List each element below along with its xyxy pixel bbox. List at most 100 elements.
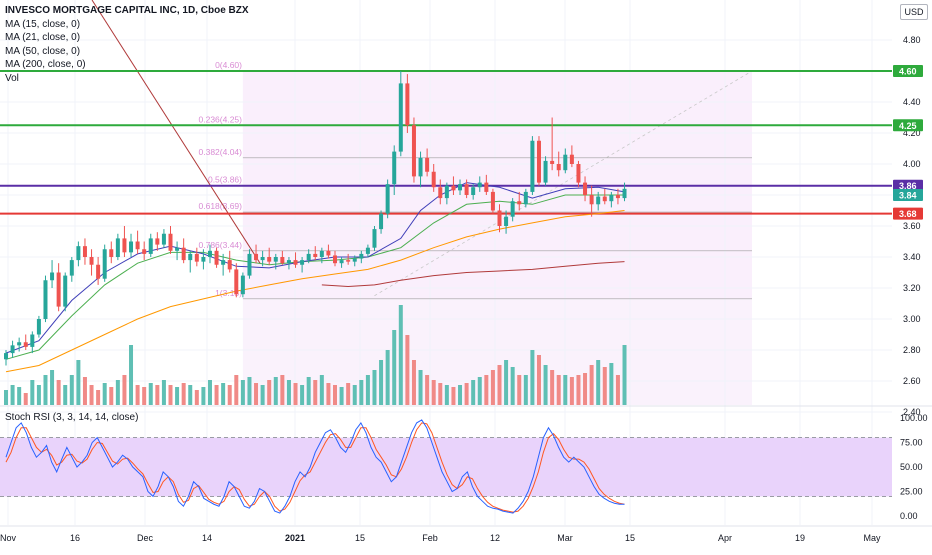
candle-body bbox=[497, 210, 502, 226]
candle-body bbox=[392, 151, 397, 185]
volume-bar bbox=[221, 383, 226, 405]
candle-body bbox=[142, 249, 147, 254]
volume-bar bbox=[438, 383, 443, 405]
price-tick-label: 2.80 bbox=[903, 345, 921, 355]
candle-body bbox=[563, 154, 568, 171]
legend-ma15[interactable]: MA (15, close, 0) bbox=[5, 18, 81, 30]
volume-bar bbox=[451, 387, 456, 405]
candle-body bbox=[530, 140, 535, 192]
volume-bar bbox=[352, 385, 357, 405]
legend-volume[interactable]: Vol bbox=[5, 72, 19, 84]
volume-bar bbox=[431, 380, 436, 405]
price-tag-label: 4.25 bbox=[899, 121, 917, 131]
volume-bar bbox=[102, 383, 107, 405]
legend-ma200[interactable]: MA (200, close, 0) bbox=[5, 59, 86, 70]
volume-bar bbox=[63, 385, 68, 405]
candle-body bbox=[96, 264, 101, 279]
candle-body bbox=[550, 160, 555, 164]
fib-level-label: 0.236(4.25) bbox=[199, 114, 243, 124]
price-tick-label: 3.00 bbox=[903, 314, 921, 324]
candle-body bbox=[293, 260, 298, 265]
symbol-title[interactable]: INVESCO MORTGAGE CAPITAL INC, 1D, Cboe B… bbox=[5, 5, 249, 16]
volume-bar bbox=[425, 375, 430, 405]
volume-bar bbox=[313, 380, 318, 405]
legend-ma21[interactable]: MA (21, close, 0) bbox=[5, 32, 81, 43]
candle-body bbox=[300, 260, 305, 265]
volume-bar bbox=[148, 383, 153, 405]
time-tick-label: May bbox=[863, 533, 881, 543]
price-tick-label: 4.40 bbox=[903, 97, 921, 107]
candle-body bbox=[438, 187, 443, 199]
volume-bar bbox=[227, 385, 232, 405]
stoch-d-line bbox=[5, 422, 625, 513]
candle-body bbox=[458, 184, 463, 191]
candle-body bbox=[477, 182, 482, 188]
candle-body bbox=[543, 160, 548, 183]
candle-body bbox=[576, 164, 581, 183]
price-tag bbox=[893, 119, 923, 132]
volume-bar bbox=[30, 380, 35, 405]
candle-body bbox=[109, 249, 114, 257]
candle-body bbox=[115, 238, 120, 257]
candle-body bbox=[596, 196, 601, 205]
candle-body bbox=[168, 233, 173, 251]
volume-bar bbox=[602, 367, 607, 405]
stoch-rsi-label[interactable]: Stoch RSI (3, 3, 14, 14, close) bbox=[5, 412, 139, 423]
volume-bar bbox=[43, 375, 48, 405]
time-tick-label: Nov bbox=[0, 533, 16, 543]
legend-ma50[interactable]: MA (50, close, 0) bbox=[5, 45, 81, 57]
fib-level-label: 0(4.60) bbox=[215, 60, 242, 70]
volume-bar bbox=[155, 385, 160, 405]
ma200-line bbox=[321, 261, 625, 287]
volume-bar bbox=[201, 387, 206, 405]
candle-body bbox=[63, 275, 68, 307]
volume-bar bbox=[596, 360, 601, 405]
fib-level-label: 0.618(3.69) bbox=[199, 201, 243, 211]
volume-bar bbox=[576, 375, 581, 405]
volume-bar bbox=[254, 383, 259, 405]
fib-zone-lower bbox=[242, 298, 752, 405]
volume-bar bbox=[504, 360, 509, 405]
candle-body bbox=[339, 260, 344, 264]
volume-bar bbox=[240, 380, 245, 405]
stoch-tick-label: 50.00 bbox=[900, 462, 923, 472]
volume-bar bbox=[76, 360, 81, 405]
candle-body bbox=[359, 253, 364, 259]
candle-body bbox=[484, 182, 489, 192]
volume-bar bbox=[583, 373, 588, 405]
volume-bar bbox=[385, 350, 390, 405]
candle-body bbox=[267, 257, 272, 262]
candle-body bbox=[122, 238, 127, 253]
candle-body bbox=[17, 342, 22, 346]
volume-bar bbox=[333, 385, 337, 405]
candle-body bbox=[155, 238, 160, 245]
volume-bar bbox=[510, 367, 515, 405]
time-tick-label: 2021 bbox=[285, 533, 305, 543]
candle-body bbox=[43, 280, 48, 319]
stoch-tick-label: 75.00 bbox=[900, 438, 923, 448]
price-tag bbox=[893, 179, 923, 192]
volume-bar bbox=[392, 330, 397, 405]
price-tag bbox=[893, 207, 923, 220]
candle-body bbox=[471, 187, 476, 195]
time-tick-label: 14 bbox=[202, 533, 212, 543]
volume-bar bbox=[161, 380, 166, 405]
currency-button[interactable]: USD bbox=[900, 4, 928, 20]
candle-body bbox=[569, 154, 574, 164]
stoch-tick-label: 25.00 bbox=[900, 487, 923, 497]
volume-bar bbox=[398, 305, 403, 405]
volume-bar bbox=[188, 385, 193, 405]
candle-body bbox=[352, 258, 357, 262]
candle-body bbox=[161, 233, 166, 245]
candle-body bbox=[207, 250, 212, 257]
candle-body bbox=[89, 257, 94, 265]
candle-body bbox=[319, 250, 324, 257]
volume-bar bbox=[405, 335, 410, 405]
volume-bar bbox=[530, 350, 535, 405]
volume-bar bbox=[372, 370, 377, 405]
volume-bar bbox=[556, 375, 561, 405]
price-tag-label: 3.86 bbox=[899, 181, 917, 191]
candle-body bbox=[615, 195, 620, 199]
volume-bar bbox=[615, 375, 620, 405]
